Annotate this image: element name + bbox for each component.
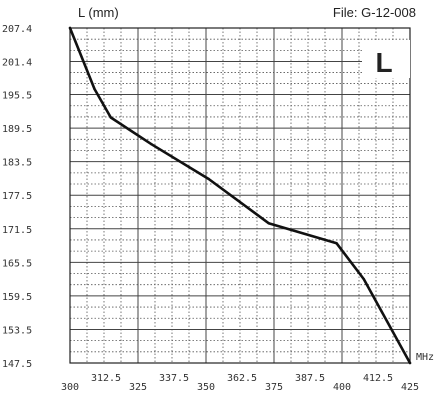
x-tick-labels: 300 325 350 375 400 425 312.5 337.5 362.5 387.5 41… [61, 373, 419, 393]
y-tick-label: 177.5 [2, 191, 32, 202]
x-tick-label: 412.5 [363, 373, 393, 384]
y-tick-label: 147.5 [2, 359, 32, 370]
badge-box [362, 40, 410, 78]
badge-letter: L [375, 47, 392, 78]
x-tick-label: 375 [265, 382, 283, 393]
data-point [267, 221, 270, 225]
x-tick-label: 425 [401, 382, 419, 393]
data-point [150, 143, 153, 146]
y-tick-label: 195.5 [2, 91, 32, 102]
data-point [93, 87, 96, 91]
y-tick-label: 201.4 [2, 58, 32, 69]
data-point [109, 116, 113, 119]
data-point [68, 26, 72, 30]
y-axis-label: L (mm) [78, 5, 119, 20]
series-layer [68, 26, 412, 365]
data-point [335, 242, 338, 245]
x-tick-label: 400 [333, 382, 351, 393]
data-point [207, 177, 210, 181]
x-tick-label: 387.5 [295, 373, 325, 384]
x-tick-label: 300 [61, 382, 79, 393]
data-point [408, 361, 412, 365]
x-tick-label: 350 [197, 382, 215, 393]
chart-title: File: G-12-008 [333, 5, 416, 20]
y-tick-label: 153.5 [2, 325, 32, 336]
plot-frame [69, 27, 411, 364]
y-tick-label: 171.5 [2, 225, 32, 236]
y-tick-label: 207.4 [2, 24, 32, 35]
minor-grid [70, 28, 410, 363]
x-axis-unit-label: MHz [416, 352, 434, 363]
x-tick-label: 325 [129, 382, 147, 393]
data-point [362, 277, 365, 281]
y-tick-labels: 207.4 201.4 195.5 189.5 183.5 177.5 171.5 165.5… [2, 24, 32, 370]
y-tick-label: 183.5 [2, 158, 32, 169]
y-tick-label: 189.5 [2, 124, 32, 135]
y-tick-label: 159.5 [2, 292, 32, 303]
x-tick-label: 362.5 [227, 373, 257, 384]
x-tick-label: 337.5 [159, 373, 189, 384]
x-tick-label: 312.5 [91, 373, 121, 384]
y-tick-label: 165.5 [2, 258, 32, 269]
